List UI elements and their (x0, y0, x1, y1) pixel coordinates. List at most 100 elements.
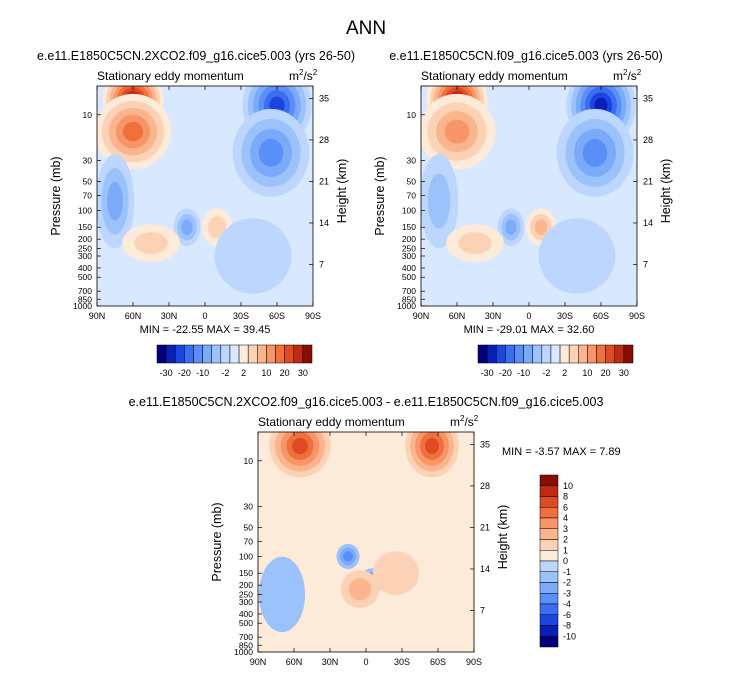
y-tick-label: 10 (83, 110, 93, 120)
colorbar-label: 2 (241, 368, 246, 378)
y-tick-label: 250 (402, 243, 416, 253)
y-tick-label: 100 (402, 205, 416, 215)
y-tick-label: 400 (402, 263, 416, 273)
height-tick-label: 35 (480, 439, 490, 449)
colorbar-label: 30 (619, 368, 629, 378)
y-tick-label: 10 (407, 110, 417, 120)
panel-title: e.e11.E1850C5CN.2XCO2.f09_g16.cice5.003 … (37, 49, 355, 63)
colorbar-label: -30 (160, 368, 173, 378)
colorbar-label: -2 (563, 578, 571, 588)
y-tick-label: 850 (402, 294, 416, 304)
y-tick-label: 50 (83, 177, 93, 187)
contour-field (421, 86, 637, 306)
colorbar-swatch (257, 344, 267, 364)
colorbar-swatch (539, 571, 559, 583)
x-tick-label: 30N (485, 311, 502, 321)
contour-cell-5-level-3 (107, 181, 123, 221)
colorbar-label: 2 (562, 368, 567, 378)
colorbar-swatch (539, 517, 559, 529)
contour-field (258, 432, 474, 652)
colorbar-label: 1 (563, 545, 568, 555)
y-tick-label: 250 (78, 243, 92, 253)
colorbar-swatch (220, 344, 231, 364)
colorbar-swatch (568, 344, 579, 364)
height-tick-label: 28 (480, 481, 490, 491)
x-tick-label: 30N (322, 657, 339, 667)
height-tick-label: 7 (319, 259, 324, 269)
colorbar-swatch (211, 344, 222, 364)
colorbar-swatch (539, 582, 559, 594)
y-tick-label: 400 (239, 609, 253, 619)
colorbar-swatch (596, 344, 606, 364)
stats-text: MIN = -3.57 MAX = 7.89 (502, 446, 621, 458)
contour-cell-9-level-1 (214, 218, 292, 294)
y-tick-label: 700 (78, 286, 92, 296)
colorbar-swatch (514, 344, 524, 364)
y-tick-label: 150 (402, 222, 416, 232)
colorbar-swatch (605, 344, 616, 364)
colorbar-swatch (202, 344, 212, 364)
height-tick-label: 14 (643, 218, 653, 228)
colorbar-swatch (539, 625, 559, 637)
colorbars-container: -30 -20 -10 -2 2 10 20 30 -30 -20 -10 -2 2 10 20 301086… (156, 344, 634, 648)
y-tick-label: 30 (83, 155, 93, 165)
height-tick-label: 7 (643, 259, 648, 269)
height-tick-label: 14 (319, 218, 329, 228)
y-tick-label: 100 (78, 205, 92, 215)
colorbar-label: 30 (298, 368, 308, 378)
height-tick-label: 35 (643, 93, 653, 103)
y-tick-label: 700 (239, 632, 253, 642)
colorbar-swatch (559, 344, 570, 364)
contour-cell-7-level-1 (258, 556, 306, 633)
height-tick-label: 21 (643, 176, 653, 186)
colorbar-label: 3 (563, 524, 568, 534)
colorbar-swatch (293, 344, 304, 364)
contour-cell-6-level-1 (372, 551, 420, 596)
y-tick-label: 500 (78, 272, 92, 282)
contour-cell-8-level-2 (134, 232, 168, 255)
x-tick-label: 90S (305, 311, 321, 321)
y-tick-label: 10 (244, 456, 254, 466)
y-axis-label: Pressure (mb) (49, 156, 63, 235)
colorbar-swatch (174, 344, 185, 364)
panel-subtitle: Stationary eddy momentum (97, 69, 244, 83)
colorbar-label: 10 (582, 368, 592, 378)
colorbar-swatch (539, 550, 559, 562)
colorbar-label: 10 (563, 481, 573, 491)
colorbar-label: -20 (178, 368, 191, 378)
y-tick-label: 300 (402, 251, 416, 261)
y-axis-label: Pressure (mb) (373, 156, 387, 235)
colorbar-label: -10 (517, 368, 530, 378)
colorbar-label: 2 (563, 535, 568, 545)
x-tick-label: 90N (89, 311, 106, 321)
y-tick-label: 200 (239, 580, 253, 590)
colorbar-swatch (539, 507, 559, 519)
colorbar-swatch (284, 344, 295, 364)
colorbar-swatch (541, 344, 552, 364)
y-tick-label: 300 (78, 251, 92, 261)
contour-cell-9-level-1 (538, 218, 616, 294)
y-tick-label: 300 (239, 597, 253, 607)
y-tick-label: 70 (407, 191, 417, 201)
colorbar-label: -10 (563, 631, 576, 641)
x-tick-label: 0 (526, 311, 531, 321)
height-tick-label: 21 (319, 176, 329, 186)
contour-cell-8-level-2 (458, 232, 492, 255)
panel-1: e.e11.E1850C5CN.2XCO2.f09_g16.cice5.003 … (37, 49, 355, 336)
colorbar-swatch (165, 344, 176, 364)
y-tick-label: 70 (244, 537, 254, 547)
y-tick-label: 150 (239, 568, 253, 578)
colorbar-swatch (539, 474, 559, 486)
y-tick-label: 700 (402, 286, 416, 296)
colorbar-swatch (302, 344, 313, 364)
contour-cell-4-level-4 (258, 138, 284, 167)
colorbar-swatch (623, 344, 634, 364)
colorbar-swatch (578, 344, 588, 364)
x-tick-label: 30S (557, 311, 573, 321)
colorbar-swatch (523, 344, 533, 364)
colorbar-swatch (539, 636, 559, 648)
y-tick-label: 500 (239, 618, 253, 628)
contour-cell-6-level-3 (181, 219, 193, 235)
y-tick-label: 50 (407, 177, 417, 187)
